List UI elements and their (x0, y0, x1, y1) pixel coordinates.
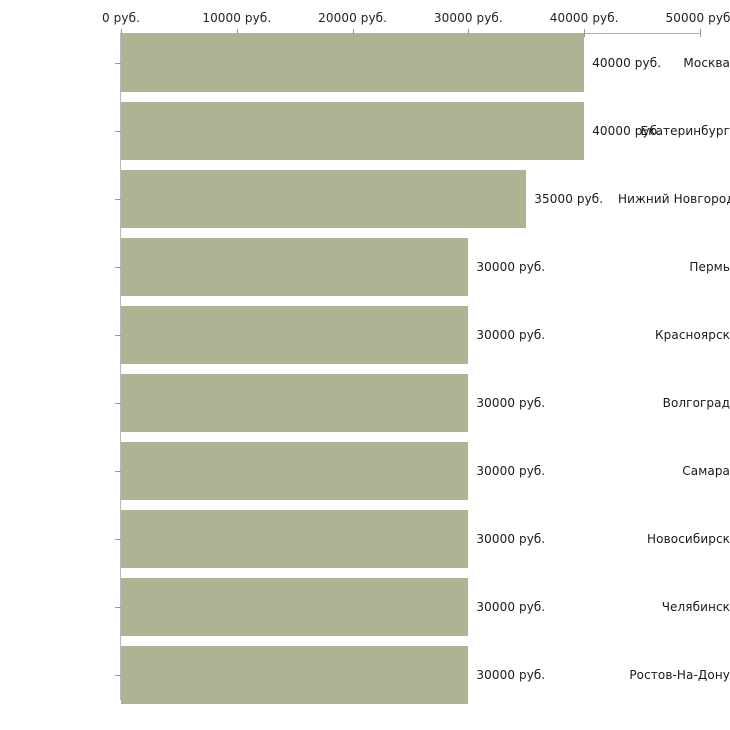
x-tick-mark (352, 29, 354, 37)
bar-value-label: 30000 руб. (476, 464, 546, 478)
x-axis-line (121, 33, 700, 34)
bar[interactable] (121, 374, 469, 432)
y-tick-mark (115, 131, 121, 132)
bar[interactable] (121, 306, 469, 364)
category-label: Челябинск (661, 600, 730, 614)
category-label: Волгоград (662, 396, 730, 410)
category-label: Нижний Новгород (618, 192, 730, 206)
bar[interactable] (121, 646, 469, 704)
y-tick-mark (115, 199, 121, 200)
x-tick-mark (584, 29, 586, 37)
bar[interactable] (121, 170, 527, 228)
category-label: Красноярск (655, 328, 730, 342)
x-tick-label: 10000 руб. (202, 11, 272, 25)
bar-value-label: 30000 руб. (476, 600, 546, 614)
y-tick-mark (115, 335, 121, 336)
x-tick-mark (700, 29, 701, 37)
category-label: Новосибирск (647, 532, 730, 546)
bar-value-label: 30000 руб. (476, 328, 546, 342)
category-label: Пермь (689, 260, 730, 274)
bar-value-label: 30000 руб. (476, 260, 546, 274)
x-tick-mark (236, 29, 238, 37)
x-tick-mark (121, 29, 122, 37)
category-label: Ростов-На-Дону (629, 668, 730, 682)
x-tick-label: 40000 руб. (549, 11, 619, 25)
category-label: Екатеринбург (640, 124, 730, 138)
bar[interactable] (121, 510, 469, 568)
x-tick-label: 0 руб. (102, 11, 140, 25)
bar[interactable] (121, 34, 585, 92)
bar[interactable] (121, 102, 585, 160)
bar[interactable] (121, 578, 469, 636)
x-tick-mark (468, 29, 470, 37)
y-tick-mark (115, 607, 121, 608)
bar[interactable] (121, 238, 469, 296)
y-tick-mark (115, 63, 121, 64)
bar-value-label: 40000 руб. (592, 56, 662, 70)
bar-value-label: 30000 руб. (476, 396, 546, 410)
y-tick-mark (115, 675, 121, 676)
y-axis-line (120, 33, 121, 700)
y-tick-mark (115, 403, 121, 404)
x-tick-label: 20000 руб. (318, 11, 388, 25)
y-tick-mark (115, 267, 121, 268)
category-label: Самара (682, 464, 730, 478)
y-tick-mark (115, 539, 121, 540)
bar-value-label: 40000 руб. (592, 124, 662, 138)
bar-value-label: 35000 руб. (534, 192, 604, 206)
bar-value-label: 30000 руб. (476, 532, 546, 546)
bar-value-label: 30000 руб. (476, 668, 546, 682)
y-tick-mark (115, 471, 121, 472)
bar[interactable] (121, 442, 469, 500)
x-tick-label: 50000 руб. (665, 11, 730, 25)
x-tick-label: 30000 руб. (433, 11, 503, 25)
category-label: Москва (683, 56, 730, 70)
